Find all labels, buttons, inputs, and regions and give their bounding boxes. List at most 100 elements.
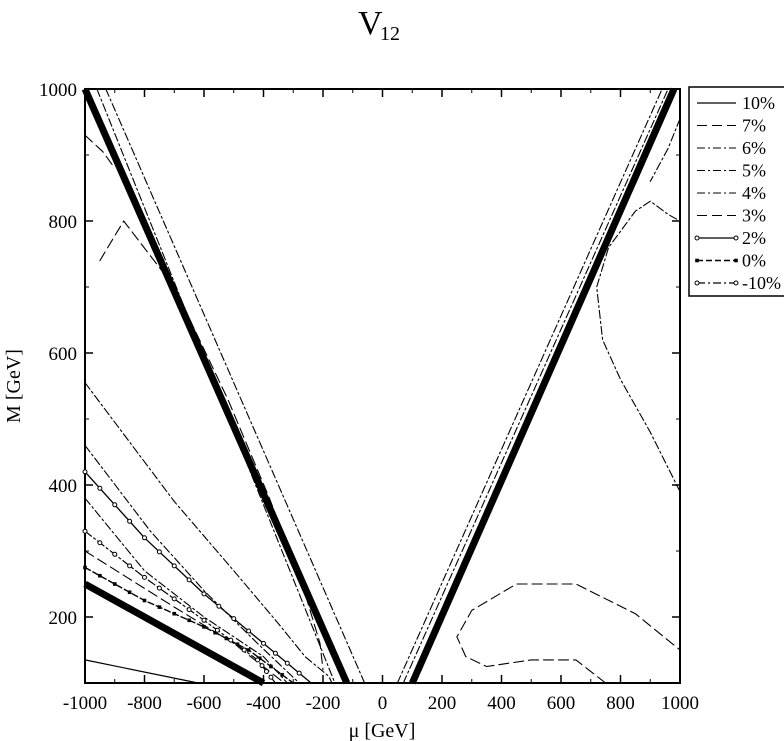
legend-marker <box>733 280 739 286</box>
x-tick-label: 800 <box>606 693 635 714</box>
legend-label: 0% <box>742 251 766 271</box>
series-marker <box>97 485 103 491</box>
legend-label: 5% <box>742 161 766 181</box>
series-marker <box>269 664 273 669</box>
series-marker <box>246 628 252 634</box>
x-tick-label: 600 <box>547 693 576 714</box>
contour-2pct <box>84 471 312 684</box>
legend-marker <box>734 258 738 263</box>
x-axis-label: μ [GeV] <box>349 720 416 741</box>
series-marker <box>186 607 192 613</box>
series-marker <box>296 670 302 676</box>
legend-label: 4% <box>742 183 766 203</box>
series-marker <box>187 618 191 623</box>
x-tick-label: 0 <box>378 693 388 714</box>
x-tick-label: 200 <box>428 693 457 714</box>
series-marker <box>112 502 118 508</box>
series-marker <box>257 656 262 661</box>
series-marker <box>127 590 132 595</box>
series-marker <box>213 630 217 635</box>
series-marker <box>214 627 220 633</box>
contour-line <box>96 88 336 684</box>
series-marker <box>216 603 222 609</box>
series-marker <box>142 535 147 541</box>
x-tick-label: 1000 <box>661 693 699 714</box>
legend-marker <box>695 258 699 263</box>
series-marker <box>231 616 237 622</box>
contour-10pct <box>84 659 199 684</box>
y-tick-label: 200 <box>49 608 78 629</box>
series-marker <box>156 549 162 555</box>
y-tick-label: 600 <box>49 344 78 365</box>
contour-5pct <box>84 444 300 684</box>
series-marker <box>201 617 207 623</box>
series-marker <box>202 625 206 629</box>
series-marker <box>284 660 290 666</box>
legend-label: -10% <box>742 273 781 293</box>
boundary-line <box>83 580 266 687</box>
series-marker <box>263 668 269 674</box>
contour-6pct <box>84 382 333 684</box>
series-marker <box>97 540 103 546</box>
y-axis-label: M [GeV] <box>3 349 25 423</box>
x-tick-label: -800 <box>127 693 162 714</box>
contour-4pct <box>84 497 288 684</box>
contour-line <box>649 118 681 182</box>
legend-label: 3% <box>742 206 766 226</box>
contour-line <box>396 88 663 684</box>
series-marker <box>255 657 261 663</box>
boundary-line <box>409 87 678 685</box>
series-marker <box>261 640 266 646</box>
x-tick-label: -200 <box>306 693 341 714</box>
contour-line <box>596 200 681 493</box>
x-tick-label: -400 <box>246 693 281 714</box>
contour-line <box>456 583 681 684</box>
series-marker <box>186 577 192 583</box>
series-marker <box>127 518 133 524</box>
series-marker <box>259 663 265 669</box>
series-marker <box>127 563 133 569</box>
legend: 10% 7%6% 5%4% 3%2% 0%-10% <box>688 86 784 297</box>
series-marker <box>82 469 88 475</box>
contour-3pct <box>84 550 285 684</box>
series-marker <box>142 574 147 580</box>
legend-label: 6% <box>742 138 766 158</box>
contour-7pct <box>99 220 324 671</box>
x-axis-ticks: -1000 -800 -600 -400 -200 0 200 400 600 800 1000 <box>63 89 699 714</box>
series-marker <box>172 611 177 616</box>
series-marker <box>157 605 162 609</box>
series-marker <box>246 648 251 652</box>
series-marker <box>82 528 88 534</box>
x-tick-label: -600 <box>187 693 222 714</box>
contour-line <box>84 134 116 169</box>
series-marker <box>156 585 162 591</box>
series-marker <box>112 551 118 557</box>
legend-label: 2% <box>742 228 766 248</box>
chart-title-subscript: 12 <box>380 23 400 45</box>
series-marker <box>98 573 102 578</box>
chart-title: V <box>358 5 383 42</box>
contour-0pct <box>84 566 294 684</box>
series-marker <box>235 642 240 647</box>
series-marker <box>272 650 278 656</box>
series-marker <box>83 565 87 570</box>
series-marker <box>201 591 207 597</box>
series-marker <box>142 598 147 603</box>
contour-series <box>81 87 681 687</box>
legend-marker <box>694 280 700 286</box>
series-marker <box>241 647 247 653</box>
contour-line <box>402 88 669 684</box>
legend-marker <box>733 235 739 241</box>
series-marker <box>224 636 229 641</box>
x-tick-label: 400 <box>487 693 516 714</box>
x-tick-label: -1000 <box>63 693 107 714</box>
series-marker <box>171 563 177 569</box>
y-axis-ticks: 200 400 600 800 1000 <box>39 80 680 629</box>
legend-marker <box>694 235 700 241</box>
series-marker <box>280 672 284 677</box>
y-tick-label: 800 <box>49 212 78 233</box>
series-marker <box>112 582 117 586</box>
legend-label: 7% <box>742 116 766 136</box>
legend-box <box>688 86 784 297</box>
series-marker <box>268 674 274 680</box>
